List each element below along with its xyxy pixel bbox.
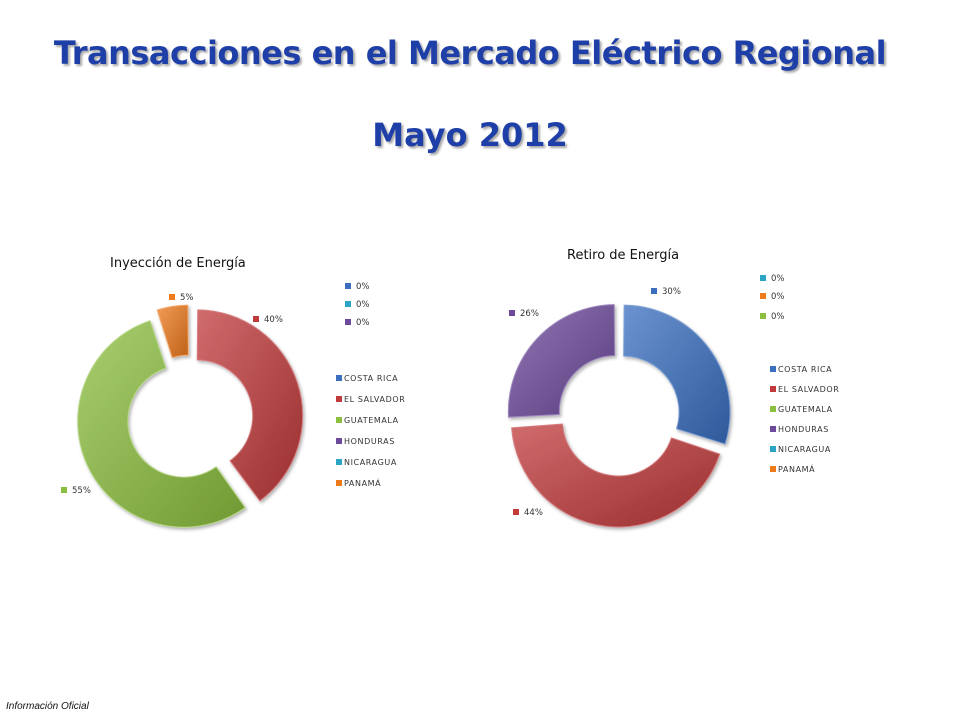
zero-value-text: 0%	[356, 282, 370, 292]
label-marker	[345, 301, 351, 307]
data-label-el-salvador: 44%	[513, 508, 543, 518]
zero-value-text: 0%	[771, 292, 785, 302]
legend-text: GUATEMALA	[778, 405, 833, 414]
label-marker	[345, 283, 351, 289]
data-label-honduras: 26%	[509, 309, 539, 319]
label-marker	[61, 487, 67, 493]
data-label-guatemala: 55%	[61, 486, 91, 496]
legend-swatch	[336, 438, 342, 444]
zero-value-text: 0%	[356, 300, 370, 310]
slice-el-salvador	[196, 309, 304, 502]
label-marker	[760, 293, 766, 299]
label-marker	[253, 316, 259, 322]
legend-item-honduras: HONDURAS	[770, 425, 829, 434]
label-marker	[513, 509, 519, 515]
legend-item-nicaragua: NICARAGUA	[770, 445, 831, 454]
legend-text: EL SALVADOR	[344, 395, 405, 404]
data-label-text: 5%	[180, 293, 194, 303]
legend-item-panama: PANAMÁ	[336, 477, 381, 488]
legend-text: PANAMÁ	[778, 463, 815, 474]
data-label-text: 40%	[264, 315, 283, 325]
label-marker	[345, 319, 351, 325]
chart-retiro-de-energia: 30% 44% 26% 0% 0% 0% COSTA RICA EL SALVADOR GUAT…	[507, 274, 839, 528]
legend-swatch	[770, 466, 776, 472]
zero-value-text: 0%	[356, 318, 370, 328]
zero-value-label: 0%	[760, 292, 785, 302]
legend-item-guatemala: GUATEMALA	[770, 405, 833, 414]
legend-swatch	[336, 396, 342, 402]
legend-retiro-de-energia: COSTA RICA EL SALVADOR GUATEMALA HONDURAS NI…	[770, 365, 839, 474]
label-marker	[169, 294, 175, 300]
legend-swatch	[770, 406, 776, 412]
label-marker	[509, 310, 515, 316]
data-label-el-salvador: 40%	[253, 315, 283, 325]
data-label-text: 55%	[72, 486, 91, 496]
page-subtitle: Mayo 2012	[372, 116, 568, 154]
zero-value-label: 0%	[345, 282, 370, 292]
legend-item-costa-rica: COSTA RICA	[336, 374, 398, 383]
legend-item-nicaragua: NICARAGUA	[336, 458, 397, 467]
label-marker	[760, 275, 766, 281]
legend-swatch	[770, 386, 776, 392]
legend-item-guatemala: GUATEMALA	[336, 416, 399, 425]
zero-value-text: 0%	[771, 312, 785, 322]
footer-note: Información Oficial	[6, 701, 89, 712]
data-label-costa-rica: 30%	[651, 287, 681, 297]
legend-text: PANAMÁ	[344, 477, 381, 488]
slice-panama	[156, 304, 189, 359]
legend-swatch	[770, 366, 776, 372]
page-title: Transacciones en el Mercado Eléctrico Re…	[53, 34, 887, 72]
data-label-text: 44%	[524, 508, 543, 518]
zero-value-label: 0%	[345, 318, 370, 328]
legend-inyeccion-de-energia: COSTA RICA EL SALVADOR GUATEMALA HONDURAS NI…	[336, 374, 405, 488]
chart-title-inyeccion: Inyección de Energía	[110, 256, 246, 271]
legend-text: HONDURAS	[344, 437, 395, 446]
slice-costa-rica	[623, 304, 731, 445]
legend-item-el-salvador: EL SALVADOR	[770, 385, 839, 394]
legend-text: COSTA RICA	[778, 365, 832, 374]
legend-text: HONDURAS	[778, 425, 829, 434]
data-label-panama: 5%	[169, 293, 194, 303]
legend-swatch	[770, 426, 776, 432]
legend-swatch	[336, 375, 342, 381]
legend-item-costa-rica: COSTA RICA	[770, 365, 832, 374]
legend-text: NICARAGUA	[344, 458, 397, 467]
legend-text: GUATEMALA	[344, 416, 399, 425]
legend-swatch	[336, 480, 342, 486]
legend-swatch	[336, 459, 342, 465]
zero-value-label: 0%	[760, 312, 785, 322]
label-marker	[651, 288, 657, 294]
data-label-text: 26%	[520, 309, 539, 319]
legend-text: NICARAGUA	[778, 445, 831, 454]
slice-honduras	[507, 304, 616, 418]
zero-value-label: 0%	[345, 300, 370, 310]
label-marker	[760, 313, 766, 319]
legend-text: COSTA RICA	[344, 374, 398, 383]
chart-inyeccion-de-energia: 40% 55% 5% 0% 0% 0% COSTA RICA EL SALVADOR GUATE…	[61, 282, 405, 528]
zero-value-text: 0%	[771, 274, 785, 284]
legend-item-honduras: HONDURAS	[336, 437, 395, 446]
zero-value-label: 0%	[760, 274, 785, 284]
slice-el-salvador	[511, 423, 721, 528]
legend-swatch	[770, 446, 776, 452]
legend-item-panama: PANAMÁ	[770, 463, 815, 474]
legend-text: EL SALVADOR	[778, 385, 839, 394]
legend-item-el-salvador: EL SALVADOR	[336, 395, 405, 404]
chart-title-retiro: Retiro de Energía	[567, 248, 680, 263]
data-label-text: 30%	[662, 287, 681, 297]
legend-swatch	[336, 417, 342, 423]
slice-guatemala	[77, 320, 246, 528]
